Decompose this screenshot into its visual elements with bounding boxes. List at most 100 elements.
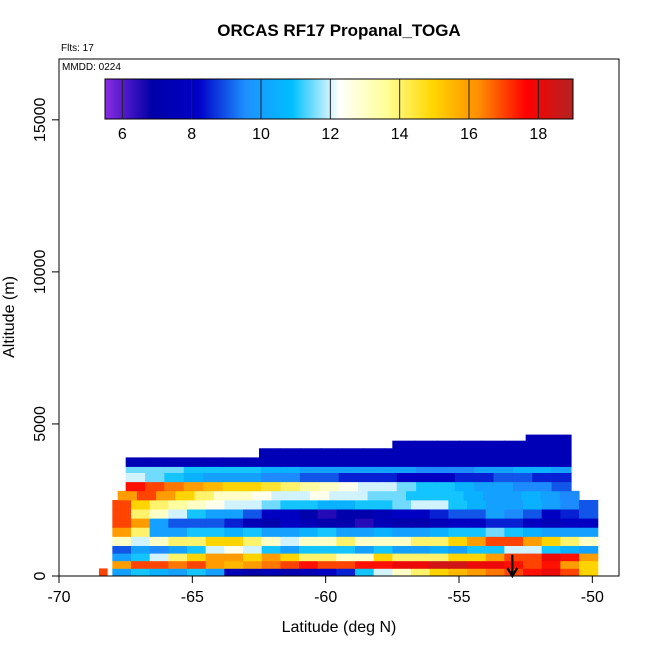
heatmap-cell — [183, 481, 204, 492]
heatmap-cell — [373, 553, 393, 562]
colorbar-gradient — [104, 78, 574, 120]
heatmap-cell — [187, 499, 207, 510]
heatmap-cell — [241, 457, 262, 467]
heatmap-cell — [261, 536, 281, 546]
heatmap-cell — [309, 490, 330, 501]
heatmap-cell — [243, 499, 263, 510]
heatmap-cell — [224, 499, 244, 510]
heatmap-cell — [224, 518, 244, 528]
heatmap-cell — [280, 466, 301, 473]
heatmap-cell — [243, 518, 263, 528]
heatmap-cell — [512, 457, 533, 467]
heatmap-cell — [205, 509, 225, 519]
heatmap-cell — [205, 560, 225, 569]
heatmap-cell — [541, 536, 561, 546]
heatmap-cell — [224, 560, 244, 569]
heatmap-cell — [112, 509, 132, 519]
heatmap-cell — [317, 518, 337, 528]
heatmap-cell — [280, 481, 301, 492]
heatmap-cell — [429, 518, 449, 528]
heatmap-cell — [560, 553, 580, 562]
heatmap-cell — [164, 481, 185, 492]
heatmap-cell — [396, 457, 417, 467]
heatmap-cell — [299, 560, 319, 569]
heatmap-cell — [131, 509, 151, 519]
colorbar-tick-label: 6 — [118, 126, 127, 143]
heatmap-cell — [579, 527, 599, 537]
heatmap-cell — [485, 499, 505, 510]
heatmap-cell — [467, 499, 487, 510]
heatmap-cell — [243, 553, 263, 562]
heatmap-cell — [299, 481, 320, 492]
heatmap-cell — [205, 553, 225, 562]
x-tick-label: -60 — [314, 589, 337, 606]
heatmap-cell — [523, 560, 543, 569]
heatmap-cell — [112, 568, 132, 576]
heatmap-cell — [355, 553, 375, 562]
heatmap-cell — [454, 457, 475, 467]
heatmap-cell — [448, 553, 468, 562]
heatmap-cell — [512, 466, 533, 473]
heatmap-cell — [373, 527, 393, 537]
heatmap-cell — [271, 490, 292, 501]
heatmap-cells — [99, 434, 599, 576]
heatmap-cell — [482, 490, 503, 501]
heatmap-cell — [338, 472, 359, 483]
heatmap-cell — [317, 560, 337, 569]
heatmap-cell — [523, 536, 543, 546]
heatmap-cell — [149, 568, 169, 576]
heatmap-cell — [411, 560, 431, 569]
flights-label: Flts: 17 — [61, 43, 94, 54]
heatmap-cell — [560, 499, 580, 510]
heatmap-cell — [541, 560, 561, 569]
heatmap-cell — [435, 457, 456, 467]
heatmap-cell — [243, 536, 263, 546]
heatmap-cell — [448, 499, 468, 510]
heatmap-cell — [355, 545, 375, 554]
heatmap-cell — [454, 481, 475, 492]
x-axis-label: Latitude (deg N) — [282, 619, 397, 636]
heatmap-cell — [502, 490, 522, 501]
heatmap-cell — [523, 518, 543, 528]
heatmap-cell — [125, 457, 146, 467]
heatmap-cell — [467, 553, 487, 562]
heatmap-cell — [224, 527, 244, 537]
heatmap-cell — [548, 440, 572, 449]
heatmap-cell — [579, 545, 599, 554]
heatmap-cell — [512, 472, 533, 483]
x-tick-label: -65 — [181, 589, 204, 606]
heatmap-cell — [448, 509, 468, 519]
heatmap-cell — [463, 490, 484, 501]
heatmap-cell — [329, 490, 349, 501]
x-tick-label: -70 — [47, 589, 70, 606]
heatmap-cell — [560, 518, 580, 528]
heatmap-cell — [355, 499, 375, 510]
plot-frame — [58, 58, 620, 577]
heatmap-cell — [377, 457, 398, 467]
heatmap-cell — [485, 518, 505, 528]
heatmap-cell — [187, 560, 207, 569]
heatmap-cell — [149, 553, 169, 562]
heatmap-cell — [377, 481, 398, 492]
heatmap-cell — [261, 553, 281, 562]
heatmap-cell — [168, 536, 188, 546]
heatmap-cell — [224, 509, 244, 519]
heatmap-cell — [131, 518, 151, 528]
heatmap-cell — [241, 472, 262, 483]
heatmap-cell — [131, 499, 151, 510]
heatmap-cell — [487, 448, 510, 458]
heatmap-cell — [363, 448, 385, 458]
heatmap-cell — [551, 466, 572, 473]
heatmap-cell — [392, 518, 412, 528]
heatmap-cell — [243, 560, 263, 569]
heatmap-cell — [131, 568, 151, 576]
heatmap-cell — [435, 472, 456, 483]
heatmap-cell — [299, 518, 319, 528]
heatmap-cell — [299, 509, 319, 519]
colorbar-tick-label: 8 — [187, 126, 196, 143]
heatmap-cell — [474, 481, 495, 492]
heatmap-cell — [336, 509, 356, 519]
heatmap-cell — [367, 490, 388, 501]
heatmap-cell — [392, 545, 412, 554]
